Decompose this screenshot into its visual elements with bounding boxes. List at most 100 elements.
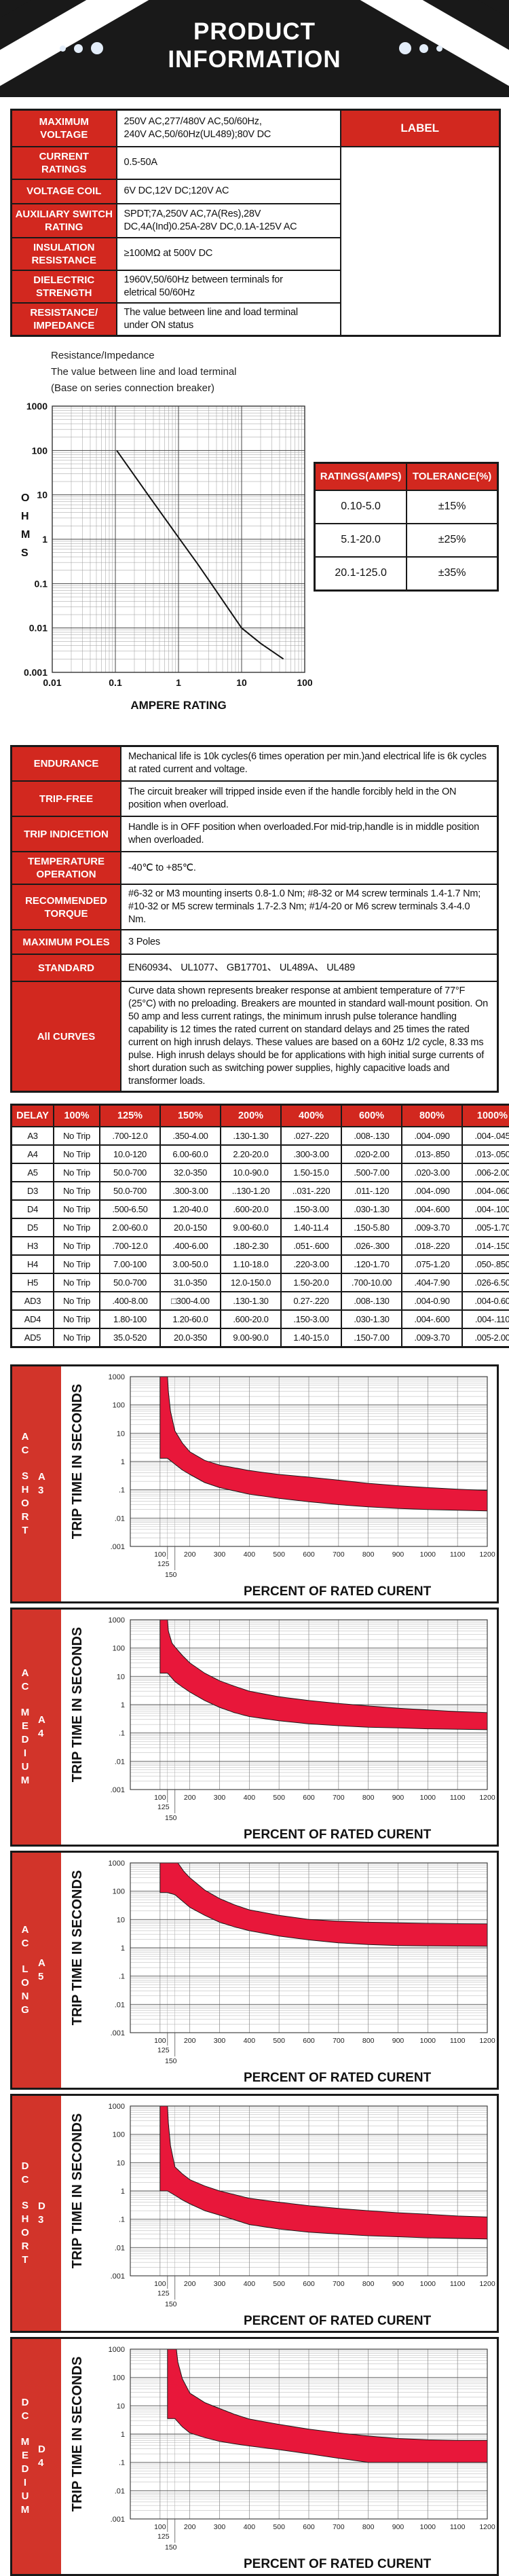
svg-text:1200: 1200 (479, 2037, 495, 2045)
spec-label-cell: VOLTAGE COIL (12, 179, 117, 204)
delay-header-cell: 200% (221, 1105, 281, 1127)
svg-text:500: 500 (273, 1794, 285, 1802)
svg-text:900: 900 (392, 1794, 404, 1802)
delay-cell: .700-12.0 (100, 1237, 160, 1255)
sidebar-letter: M (21, 2503, 30, 2517)
delay-header-cell: 1000% (462, 1105, 509, 1127)
svg-text:200: 200 (184, 1794, 196, 1802)
svg-text:400: 400 (244, 2523, 256, 2531)
delay-cell: A5 (12, 1163, 54, 1182)
spec-value-cell: The value between line and load terminal… (117, 303, 341, 336)
sidebar-letter: A (22, 1923, 29, 1937)
svg-text:300: 300 (214, 2037, 226, 2045)
svg-text:300: 300 (214, 2280, 226, 2288)
page-title: PRODUCT INFORMATION (0, 18, 509, 73)
delay-cell: No Trip (54, 1273, 100, 1292)
delay-cell: 9.00-90.0 (221, 1328, 281, 1347)
svg-text:TRIP TIME IN SECONDS: TRIP TIME IN SECONDS (70, 1870, 85, 2026)
tolerance-header-cell: RATINGS(AMPS) (315, 462, 407, 490)
sidebar-letter: D (22, 2463, 29, 2476)
delay-cell: .030-1.30 (341, 1310, 402, 1328)
delay-cell: AD3 (12, 1292, 54, 1310)
tolerance-row: 0.10-5.0±15% (315, 490, 498, 524)
svg-text:1: 1 (121, 2188, 125, 2196)
delay-cell: 50.0-700 (100, 1182, 160, 1200)
svg-text:150: 150 (165, 2300, 177, 2308)
delay-cell: .700-12.0 (100, 1127, 160, 1145)
spec-label-cell: STANDARD (12, 954, 121, 981)
svg-text:500: 500 (273, 2280, 285, 2288)
delay-cell: No Trip (54, 1145, 100, 1163)
sidebar-letter: O (21, 2226, 29, 2240)
svg-text:125: 125 (157, 1803, 170, 1811)
svg-text:100: 100 (113, 1645, 125, 1653)
delay-cell: .014-.150 (462, 1237, 509, 1255)
delay-header-cell: 100% (54, 1105, 100, 1127)
delay-cell: .300-3.00 (281, 1145, 341, 1163)
delay-cell: 3.00-50.0 (160, 1255, 221, 1273)
delay-cell: .004-.090 (402, 1182, 462, 1200)
delay-cell: .150-3.00 (281, 1310, 341, 1328)
spec-value-cell: ≥100MΩ at 500V DC (117, 238, 341, 270)
delay-cell: H3 (12, 1237, 54, 1255)
svg-text:1200: 1200 (479, 2523, 495, 2531)
delay-cell: .004-0.60 (462, 1292, 509, 1310)
delay-cell: 10.0-90.0 (221, 1163, 281, 1182)
svg-text:M: M (21, 529, 30, 541)
svg-text:700: 700 (333, 1794, 345, 1802)
spec-value-cell: #6-32 or M3 mounting inserts 0.8-1.0 Nm;… (121, 884, 498, 930)
delay-cell: 1.40-15.0 (281, 1328, 341, 1347)
delay-cell: .020-2.00 (341, 1145, 402, 1163)
sidebar-code-letter: 4 (38, 1727, 43, 1741)
delay-cell: .180-2.30 (221, 1237, 281, 1255)
svg-text:.1: .1 (119, 1973, 125, 1981)
svg-text:400: 400 (244, 2280, 256, 2288)
sidebar-code-letter: 4 (38, 2456, 43, 2470)
delay-cell: .120-1.70 (341, 1255, 402, 1273)
sidebar-letter: C (22, 1680, 29, 1694)
delay-cell: .130-1.30 (221, 1292, 281, 1310)
sidebar-letter: T (22, 1524, 28, 1538)
svg-text:1000: 1000 (420, 2523, 436, 2531)
delay-cell: .009-3.70 (402, 1218, 462, 1237)
delay-cell: D3 (12, 1182, 54, 1200)
svg-text:10: 10 (117, 1430, 125, 1438)
svg-text:800: 800 (362, 2280, 375, 2288)
svg-text:1: 1 (121, 1944, 125, 1953)
delay-cell: .150-7.00 (341, 1328, 402, 1347)
svg-text:AMPERE RATING: AMPERE RATING (130, 699, 226, 712)
svg-text:700: 700 (333, 2280, 345, 2288)
svg-text:1200: 1200 (479, 1550, 495, 1559)
delay-cell: 1.40-11.4 (281, 1218, 341, 1237)
tolerance-cell: ±15% (407, 490, 497, 524)
svg-text:1000: 1000 (26, 401, 48, 412)
spec-value-cell: 250V AC,277/480V AC,50/60Hz, 240V AC,50/… (117, 110, 341, 147)
svg-text:PERCENT OF RATED CURENT: PERCENT OF RATED CURENT (244, 2314, 432, 2328)
sidebar-letter: E (22, 2449, 29, 2463)
svg-text:125: 125 (157, 2046, 170, 2054)
svg-text:1000: 1000 (109, 1616, 125, 1625)
svg-text:.001: .001 (111, 2516, 125, 2524)
svg-text:150: 150 (165, 1814, 177, 1822)
delay-cell: .004-.060 (462, 1182, 509, 1200)
